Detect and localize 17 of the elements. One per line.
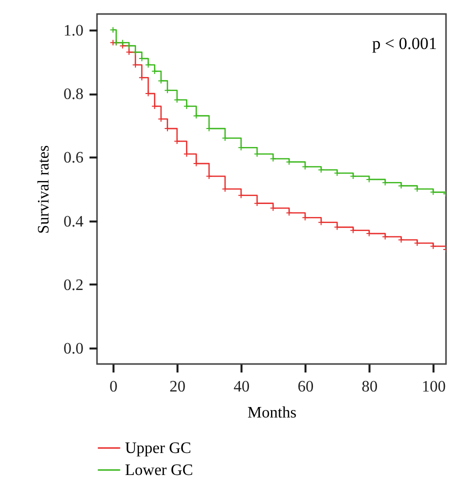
y-tick-label: 1.0 <box>64 22 84 40</box>
y-tick-label: 0.6 <box>64 150 84 167</box>
x-tick-label: 0 <box>110 378 118 396</box>
x-axis-title: Months <box>248 404 296 422</box>
y-tick-label: 0.2 <box>64 276 84 294</box>
y-axis-title: Survival rates <box>36 145 52 234</box>
x-tick-label: 60 <box>298 378 314 396</box>
y-tick-label: 0.0 <box>64 340 84 358</box>
annotation: p < 0.001 <box>372 34 437 53</box>
legend-label: Lower GC <box>125 462 193 479</box>
x-tick-label: 100 <box>422 378 446 396</box>
x-tick-label: 20 <box>170 378 186 396</box>
y-tick-label: 0.8 <box>64 86 84 104</box>
legend-label: Upper GC <box>125 440 192 457</box>
y-tick-label: 0.4 <box>64 213 84 230</box>
x-tick-label: 80 <box>362 378 378 396</box>
x-tick-label: 40 <box>234 378 250 396</box>
